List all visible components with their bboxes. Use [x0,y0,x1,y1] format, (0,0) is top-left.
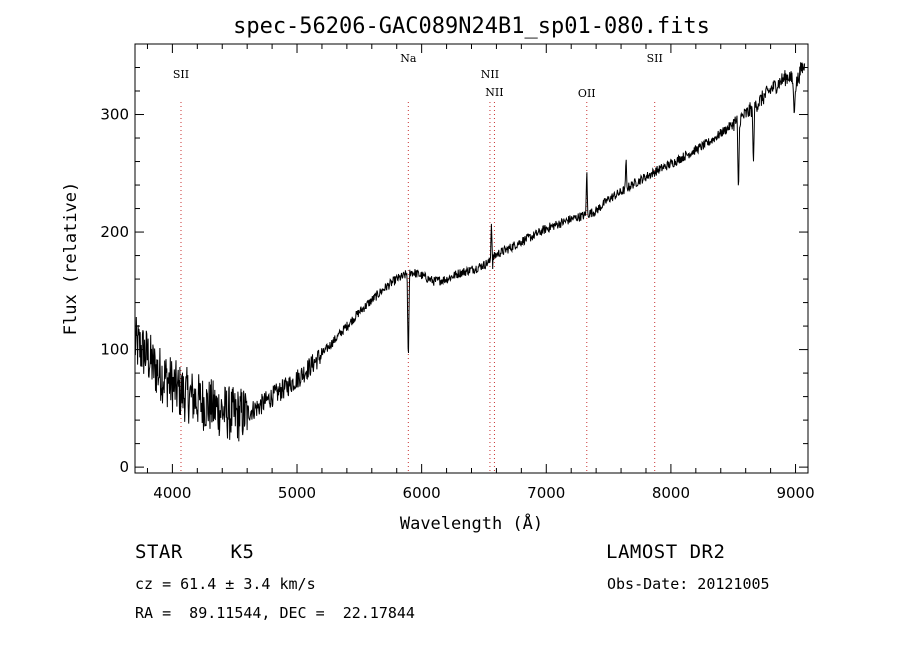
spectral-line-label: NII [485,86,503,99]
spectral-line-label: SII [647,52,663,65]
survey-label: LAMOST DR2 [606,541,726,563]
spectral-line-label: OII [578,87,596,100]
x-tick-label: 8000 [652,484,690,502]
spectral-line-label: SII [173,68,189,81]
chart-title: spec-56206-GAC089N24B1_sp01-080.fits [233,14,710,39]
x-tick-label: 4000 [153,484,191,502]
y-tick-label: 100 [100,341,129,359]
object-classification: STAR K5 [135,541,255,563]
coordinates: RA = 89.11544, DEC = 22.17844 [135,604,415,622]
y-tick-label: 0 [119,458,129,476]
x-axis-label: Wavelength (Å) [400,512,543,534]
spectral-line-label: NII [481,68,499,81]
spectrum-line [134,61,806,442]
y-tick-label: 200 [100,223,129,241]
observation-date: Obs-Date: 20121005 [607,575,770,593]
x-tick-label: 9000 [776,484,814,502]
x-tick-label: 7000 [527,484,565,502]
y-axis-label: Flux (relative) [61,182,81,336]
y-tick-label: 300 [100,106,129,124]
spectral-line-label: Na [400,52,417,65]
redshift-velocity: cz = 61.4 ± 3.4 km/s [135,575,316,593]
x-tick-label: 5000 [278,484,316,502]
x-tick-label: 6000 [403,484,441,502]
